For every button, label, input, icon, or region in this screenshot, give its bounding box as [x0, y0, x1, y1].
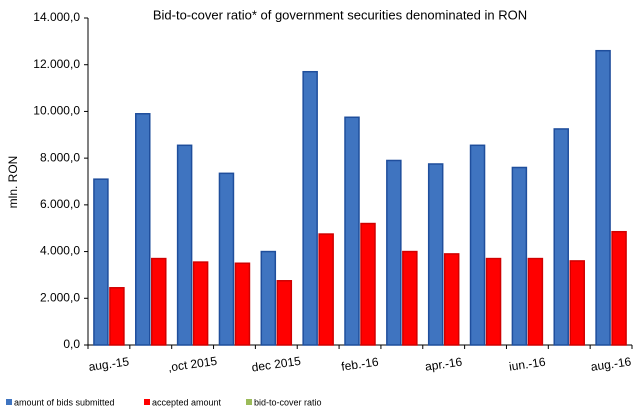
y-tick-label: 12.000,0 — [33, 57, 80, 71]
y-tick-label: 6.000,0 — [40, 197, 80, 211]
bar — [93, 178, 109, 346]
y-tick-label: 2.000,0 — [40, 290, 80, 304]
bar — [151, 257, 167, 346]
bar — [569, 260, 585, 346]
x-tick-label: feb.-16 — [340, 355, 379, 374]
bar — [344, 116, 360, 346]
legend-label: amount of bids submitted — [14, 397, 115, 407]
bar — [234, 262, 251, 346]
bar — [402, 250, 418, 346]
y-tick-label: 0,0 — [63, 337, 80, 351]
legend: amount of bids submitted accepted amount b… — [6, 397, 322, 407]
bar — [443, 253, 460, 346]
legend-swatch — [144, 399, 150, 405]
bar — [192, 261, 209, 346]
x-tick-label: aug.-15 — [88, 354, 131, 374]
bar — [527, 257, 544, 346]
x-tick-label: apr.-16 — [424, 355, 463, 374]
bar — [595, 49, 611, 346]
bar — [511, 166, 528, 346]
bar — [218, 172, 235, 346]
bar — [302, 70, 318, 346]
bar — [611, 230, 627, 346]
y-tick-label: 8.000,0 — [40, 150, 80, 164]
legend-swatch — [6, 399, 12, 405]
legend-label: bid-to-cover ratio — [254, 397, 322, 407]
y-axis-title: mln. RON — [6, 156, 20, 209]
x-tick-label: iun.-16 — [508, 355, 547, 374]
y-tick-label: 14.000,0 — [33, 10, 80, 24]
legend-label: accepted amount — [152, 397, 222, 407]
legend-swatch — [246, 399, 252, 405]
y-tick-label: 4.000,0 — [40, 244, 80, 258]
bar — [485, 257, 502, 346]
bar — [360, 222, 376, 346]
bar — [109, 287, 125, 346]
bar — [386, 159, 402, 346]
bar — [260, 250, 277, 346]
x-tick-label: aug.-16 — [590, 354, 633, 374]
bar — [135, 113, 151, 346]
x-tick-label: ,oct 2015 — [167, 354, 218, 375]
bar — [318, 233, 334, 346]
x-tick-label: dec 2015 — [251, 354, 302, 375]
bar — [276, 280, 293, 346]
bar — [553, 128, 569, 346]
bar — [469, 144, 486, 346]
chart-title: Bid-to-cover ratio* of government securi… — [153, 7, 527, 22]
bar — [176, 144, 193, 346]
y-tick-label: 10.000,0 — [33, 104, 80, 118]
bar — [427, 163, 444, 346]
